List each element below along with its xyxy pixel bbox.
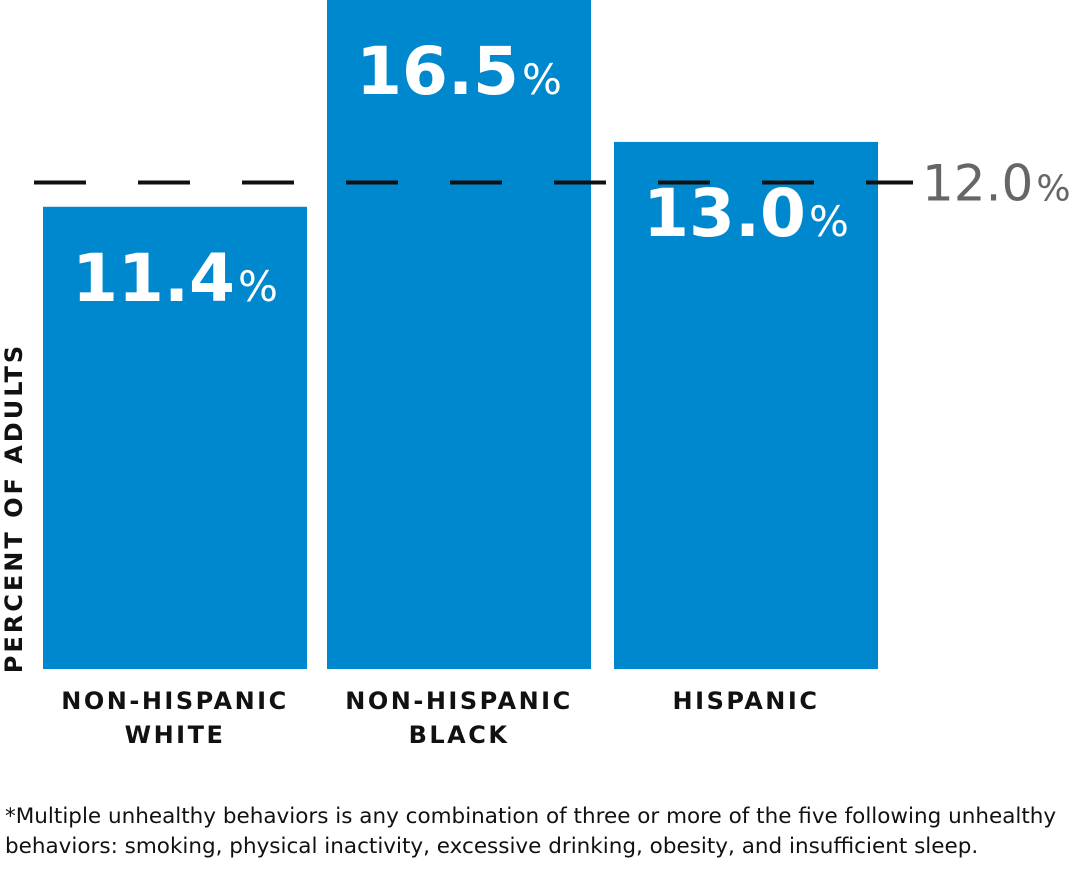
category-label-non-hispanic-black: NON-HISPANIC BLACK bbox=[327, 684, 591, 752]
footnote: *Multiple unhealthy behaviors is any com… bbox=[5, 804, 1057, 859]
bar-non-hispanic-black bbox=[327, 0, 591, 669]
percent-sign: % bbox=[238, 262, 278, 311]
category-label-line: BLACK bbox=[408, 721, 510, 749]
value-label-hispanic: 13.0% bbox=[643, 175, 849, 252]
category-label-line: WHITE bbox=[124, 721, 226, 749]
y-axis-label: PERCENT OF ADULTS bbox=[0, 342, 28, 674]
value-number: 13.0 bbox=[643, 175, 806, 252]
value-number: 16.5 bbox=[356, 33, 519, 110]
percent-sign: % bbox=[522, 55, 562, 104]
category-label-line: HISPANIC bbox=[672, 687, 820, 715]
category-label-line: NON-HISPANIC bbox=[61, 687, 289, 715]
value-label-non-hispanic-black: 16.5% bbox=[356, 33, 562, 110]
bar-non-hispanic-white bbox=[43, 206, 307, 670]
percent-sign: % bbox=[1036, 168, 1070, 209]
reference-line-label: 12.0% bbox=[922, 154, 1071, 212]
category-label-line: NON-HISPANIC bbox=[345, 687, 573, 715]
value-number: 11.4 bbox=[72, 240, 235, 317]
bar-hispanic bbox=[614, 141, 878, 670]
category-label-non-hispanic-white: NON-HISPANIC WHITE bbox=[43, 684, 307, 752]
category-label-hispanic: HISPANIC bbox=[614, 684, 878, 718]
value-label-non-hispanic-white: 11.4% bbox=[72, 240, 278, 317]
reference-value: 12.0 bbox=[922, 154, 1033, 212]
percent-sign: % bbox=[809, 197, 849, 246]
